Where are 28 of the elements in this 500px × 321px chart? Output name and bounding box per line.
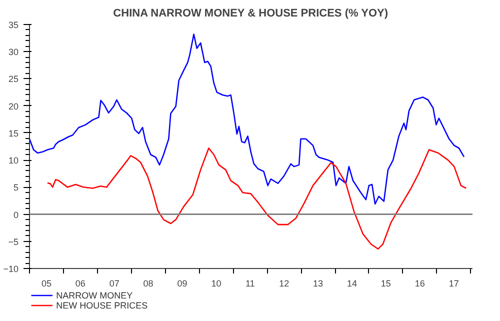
y-tick-label: 0 [13, 210, 19, 220]
legend-label: NEW HOUSE PRICES [56, 300, 148, 310]
y-tick-label: 10 [8, 156, 19, 166]
x-tick-label: 11 [245, 278, 255, 288]
y-tick-label: 35 [8, 20, 19, 30]
y-tick-label: 25 [8, 74, 19, 84]
x-tick-label: 16 [414, 278, 425, 288]
x-tick-label: 14 [346, 278, 357, 288]
chart-title: CHINA NARROW MONEY & HOUSE PRICES (% YOY) [113, 8, 388, 20]
x-tick-label: 09 [177, 278, 188, 288]
x-tick-label: 05 [41, 278, 52, 288]
x-tick-label: 07 [109, 278, 120, 288]
line-series [30, 34, 465, 205]
x-tick-label: 13 [313, 278, 324, 288]
x-tick-label: 12 [279, 278, 290, 288]
y-tick-label: 15 [8, 128, 19, 138]
y-tick-label: −5 [8, 236, 19, 247]
y-tick-label: 30 [8, 47, 19, 58]
x-tick-label: 08 [143, 278, 154, 288]
y-tick-label: −10 [3, 264, 19, 274]
y-tick-label: 20 [8, 101, 19, 112]
x-tick-label: 10 [211, 278, 222, 288]
y-tick-label: 5 [13, 182, 19, 193]
line-series [46, 147, 467, 250]
x-tick-label: 15 [380, 278, 391, 288]
x-tick-label: 17 [448, 278, 459, 288]
x-tick-label: 06 [75, 278, 86, 288]
legend-label: NARROW MONEY [56, 290, 133, 300]
